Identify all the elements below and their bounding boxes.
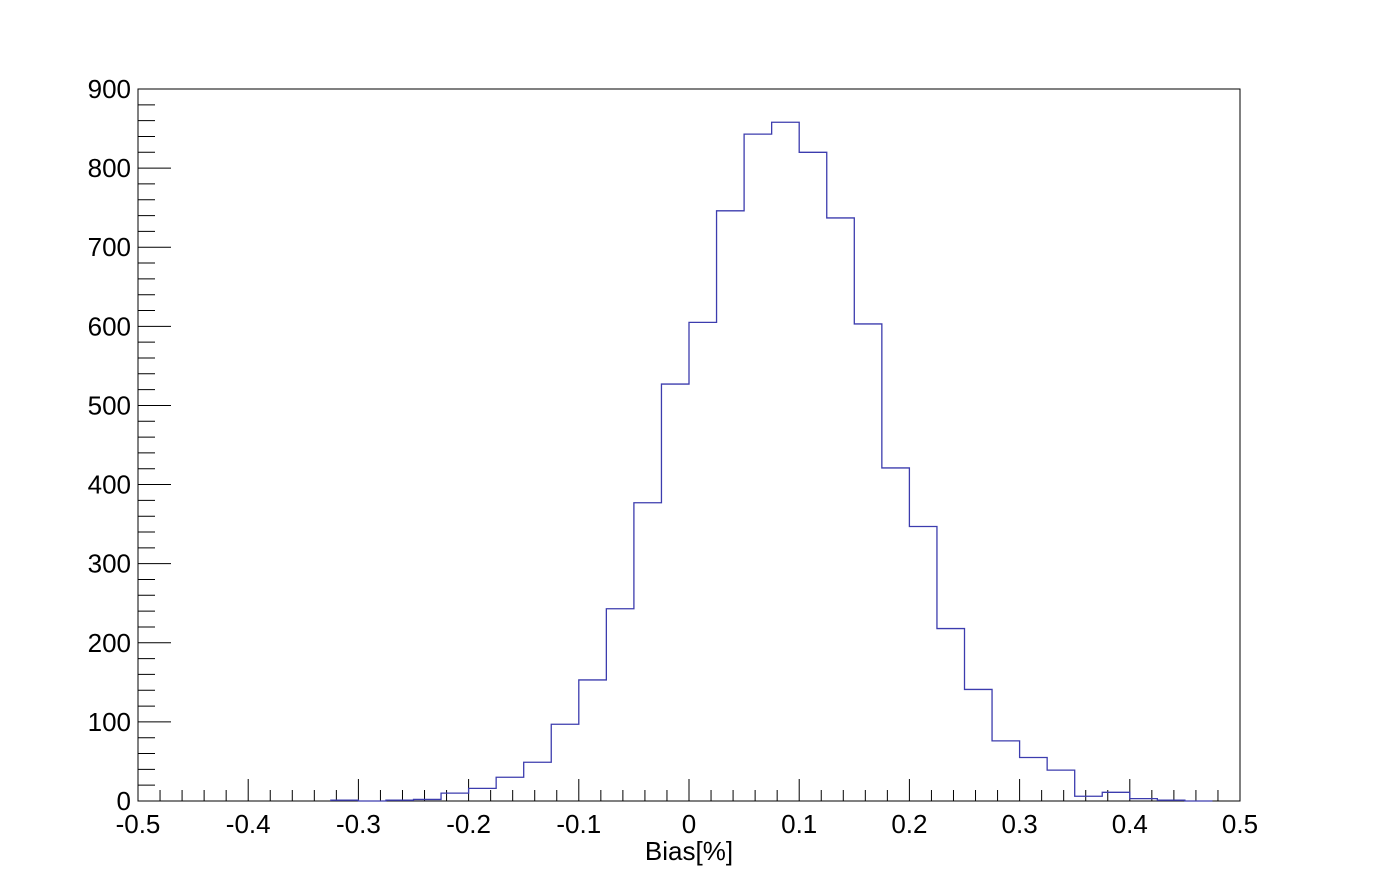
y-tick-label: 900 [88, 74, 131, 104]
x-tick-label: 0.2 [891, 809, 927, 839]
y-tick-label: 400 [88, 470, 131, 500]
x-tick-label: -0.1 [556, 809, 601, 839]
x-tick-label: 0 [682, 809, 696, 839]
x-tick-label: 0.1 [781, 809, 817, 839]
x-tick-label: -0.4 [226, 809, 271, 839]
histogram-series [330, 121, 1213, 802]
y-tick-label: 300 [88, 549, 131, 579]
y-tick-label: 100 [88, 707, 131, 737]
x-axis-title: Bias[%] [645, 836, 733, 866]
x-tick-label: 0.3 [1002, 809, 1038, 839]
y-tick-label: 200 [88, 628, 131, 658]
x-tick-label: -0.2 [446, 809, 491, 839]
y-tick-label: 600 [88, 311, 131, 341]
y-tick-label: 0 [117, 786, 131, 816]
x-axis: -0.5 -0.4 -0.3 -0.2 -0.1 0 0.1 0.2 0.3 0.4 0.5 [116, 779, 1258, 839]
x-tick-label: -0.5 [116, 809, 161, 839]
y-tick-label: 500 [88, 390, 131, 420]
plot-frame [137, 88, 1241, 802]
y-axis: 0 100 200 300 400 500 600 700 800 900 [88, 74, 171, 816]
x-tick-label: 0.5 [1222, 809, 1258, 839]
y-tick-label: 800 [88, 153, 131, 183]
x-tick-label: 0.4 [1112, 809, 1148, 839]
y-tick-label: 700 [88, 232, 131, 262]
x-tick-label: -0.3 [336, 809, 381, 839]
